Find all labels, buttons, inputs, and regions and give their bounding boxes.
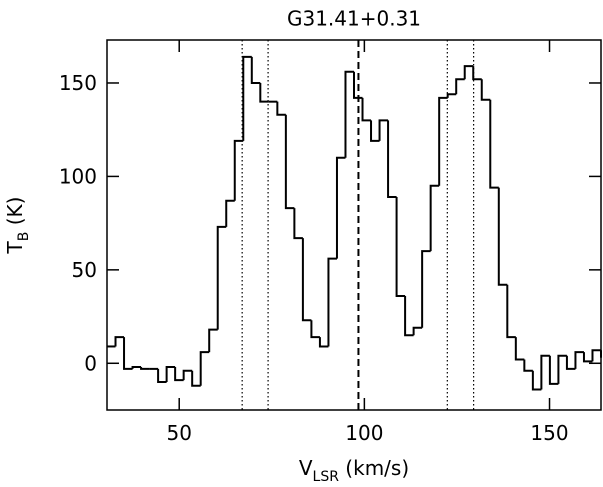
label-sub: B: [16, 232, 32, 242]
histogram-step: [438, 96, 448, 186]
histogram-step: [404, 296, 414, 337]
histogram-step: [216, 225, 227, 330]
xlabel-label: VLSR (km/s): [299, 456, 409, 485]
histogram-step: [497, 187, 508, 286]
x-tick-label: 150: [530, 421, 568, 445]
y-tick-label: 100: [59, 164, 97, 188]
histogram-step: [123, 337, 133, 370]
histogram-step: [455, 78, 465, 95]
histogram-step: [582, 352, 593, 363]
label-main: T: [3, 240, 27, 254]
histogram-step: [429, 184, 440, 252]
histogram-step: [140, 367, 150, 370]
label-sub: LSR: [313, 469, 340, 485]
histogram-step: [412, 326, 423, 336]
histogram-step: [182, 369, 193, 381]
histogram-step: [174, 367, 184, 382]
ylabel-label: TB (K): [3, 197, 32, 255]
histogram-step: [514, 337, 525, 361]
histogram-step: [463, 65, 474, 80]
histogram-step: [157, 368, 167, 383]
histogram-step: [421, 250, 431, 328]
histogram-step: [548, 355, 559, 385]
histogram-step: [523, 359, 533, 372]
histogram-step: [557, 354, 567, 384]
histogram-step: [370, 120, 380, 142]
histogram-step: [361, 97, 372, 122]
histogram-step: [574, 351, 584, 369]
histogram-step: [199, 351, 210, 386]
histogram-step: [242, 55, 252, 141]
chart-title: G31.41+0.31: [287, 7, 421, 31]
histogram-step: [191, 370, 201, 387]
histogram-step: [344, 70, 354, 158]
plot-frame: [106, 39, 602, 411]
histogram-step: [208, 328, 218, 353]
y-tick-label: 50: [72, 258, 97, 282]
histogram-step: [540, 354, 550, 390]
histogram-step: [506, 284, 516, 339]
histogram-step: [233, 139, 244, 201]
histogram-step: [131, 366, 142, 369]
histogram-step: [318, 337, 329, 348]
histogram-step: [395, 196, 406, 298]
x-tick-label: 50: [166, 421, 191, 445]
histogram-step: [378, 119, 389, 141]
label-rest: (K): [3, 197, 27, 232]
histogram-step: [276, 101, 286, 116]
label-main: V: [299, 456, 313, 480]
histogram-step: [387, 120, 397, 198]
histogram-step: [327, 257, 337, 347]
histogram-step: [353, 71, 363, 99]
histogram-step: [480, 79, 491, 101]
histogram-step: [165, 366, 176, 382]
histogram-step: [284, 114, 295, 210]
histogram-step: [250, 56, 261, 84]
histogram-step: [310, 320, 320, 339]
histogram-step: [472, 66, 482, 81]
histogram-step: [114, 336, 125, 347]
y-tick-label: 0: [84, 351, 97, 375]
histogram-step: [259, 82, 269, 103]
label-rest: (km/s): [339, 456, 409, 480]
y-tick-label: 150: [59, 71, 97, 95]
histogram-step: [446, 93, 457, 98]
histogram-step: [335, 156, 346, 259]
histogram-step: [293, 208, 303, 240]
histogram-step: [225, 199, 235, 227]
histogram-step: [591, 349, 601, 362]
histogram-step: [301, 238, 312, 322]
histogram-step: [565, 355, 576, 370]
histogram-step: [489, 99, 499, 189]
x-tick-label: 100: [345, 421, 383, 445]
histogram-step: [531, 370, 542, 391]
